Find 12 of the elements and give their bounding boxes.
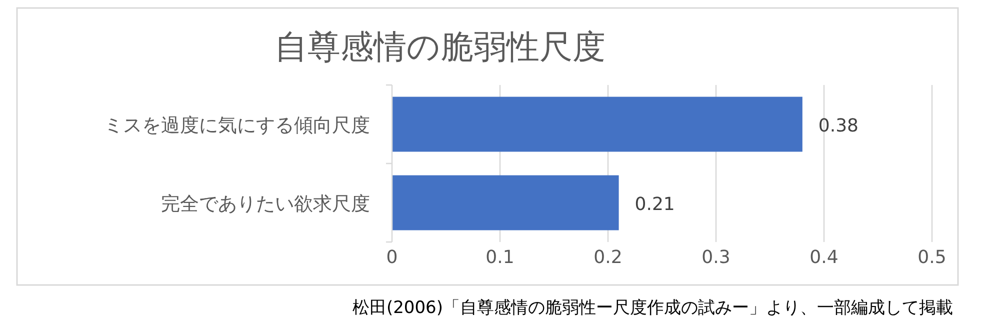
- x-tick-label: 0.3: [702, 247, 730, 268]
- x-tick-label: 0.4: [810, 247, 838, 268]
- data-label: 0.38: [818, 115, 858, 136]
- data-label: 0.21: [634, 194, 675, 215]
- x-tick-label: 0.2: [594, 247, 622, 268]
- x-tick-label: 0.1: [486, 247, 514, 268]
- x-tick-label: 0: [386, 247, 398, 268]
- y-tick-label: 完全でありたい欲求尺度: [161, 192, 370, 215]
- x-tick-label: 0.5: [918, 247, 946, 268]
- chart-title: 自尊感情の脆弱性尺度: [274, 27, 606, 66]
- text: 松田(2006)「自尊感情の脆弱性ー尺度作成の試みー」より、一部編成して掲載: [352, 298, 953, 318]
- y-tick-label: ミスを過度に気にする傾向尺度: [104, 114, 370, 136]
